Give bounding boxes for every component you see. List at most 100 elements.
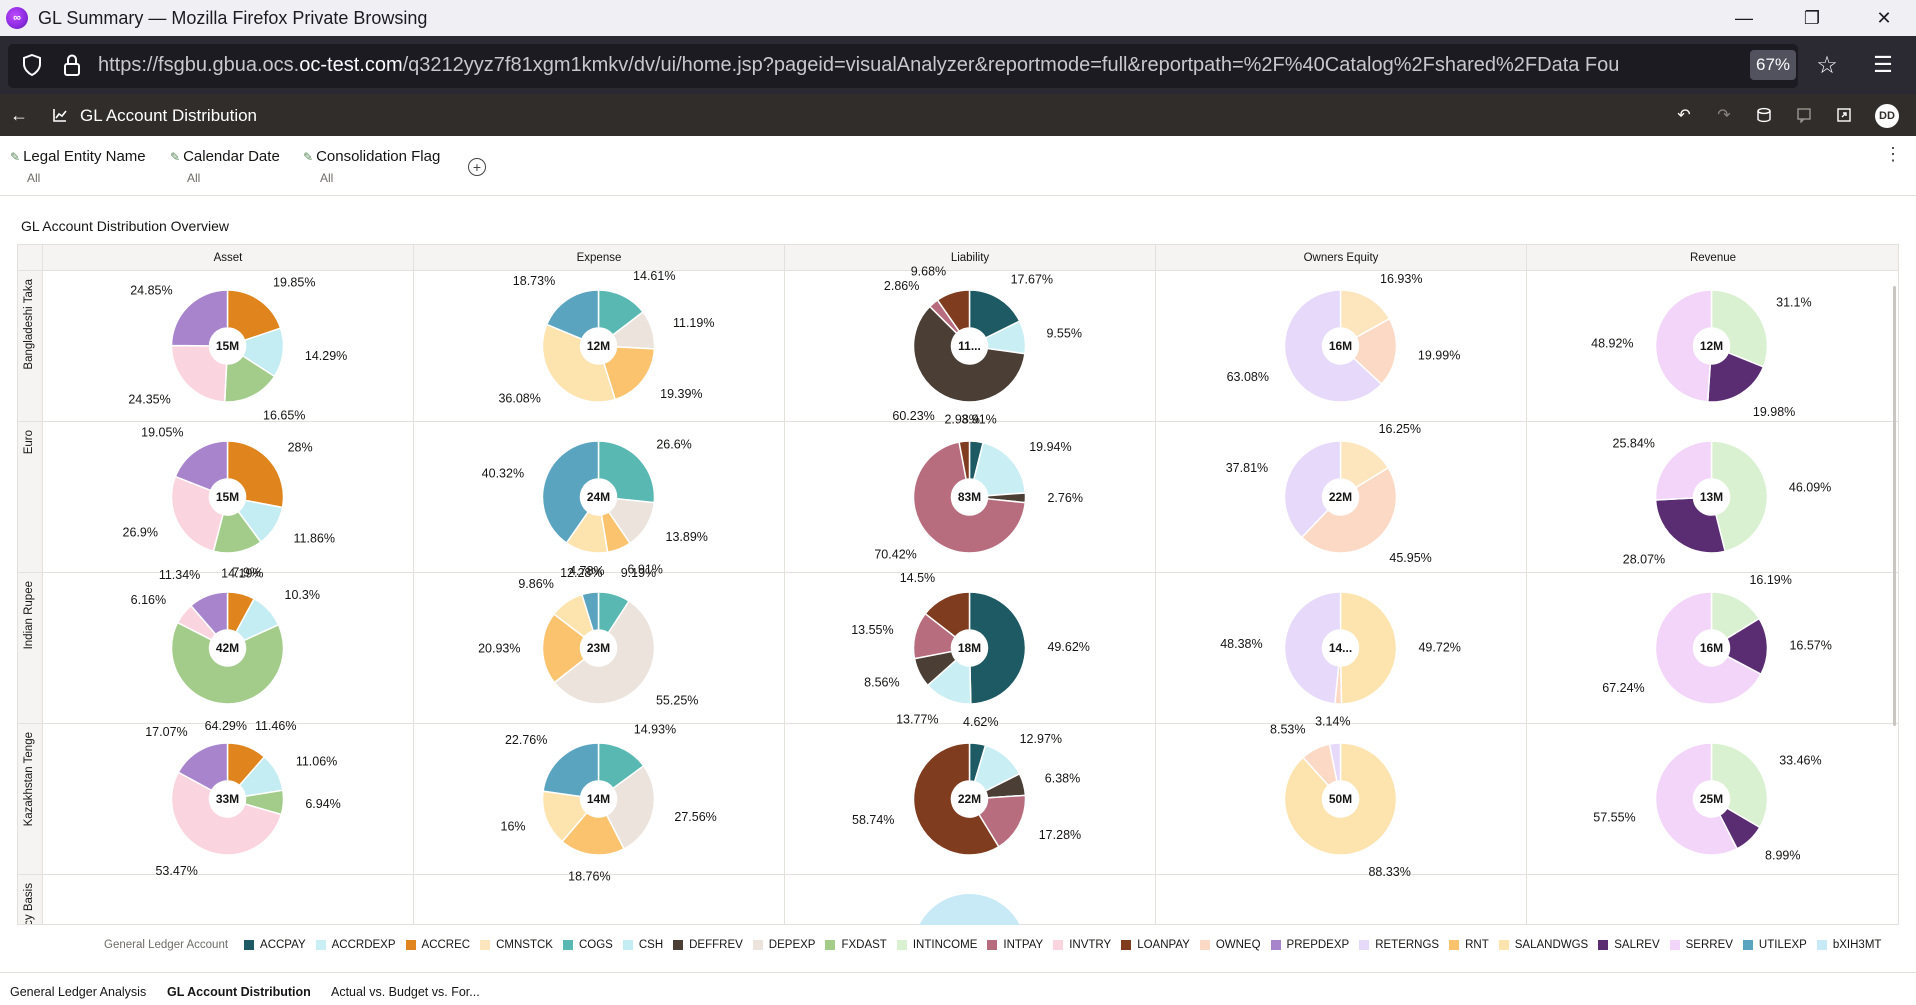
legend-item-bxih3mt[interactable]: bXIH3MT [1816, 939, 1881, 951]
filter-value: All [320, 171, 334, 185]
present-icon[interactable] [1832, 94, 1856, 136]
window-title-bar: ∞ GL Summary — Mozilla Firefox Private B… [0, 0, 1916, 36]
legend-item-prepdexp[interactable]: PREPDEXP [1270, 939, 1349, 951]
legend-label: ACCREC [421, 939, 471, 951]
app-header: ← GL Account Distribution ↶ ↷ DD [0, 94, 1916, 136]
legend-item-depexp[interactable]: DEPEXP [752, 939, 815, 951]
filter-name: Legal Entity Name [23, 148, 146, 165]
legend-swatch [673, 940, 684, 950]
undo-icon[interactable]: ↶ [1677, 107, 1691, 124]
zoom-level[interactable]: 67% [1750, 50, 1796, 80]
legend-item-reterngs[interactable]: RETERNGS [1359, 939, 1439, 951]
filter-value: All [187, 171, 201, 185]
legend-item-rnt[interactable]: RNT [1449, 939, 1489, 951]
legend-swatch [405, 940, 416, 950]
legend-label: SALANDWGS [1514, 939, 1589, 951]
star-icon[interactable]: ☆ [1816, 51, 1838, 79]
legend-item-salrev[interactable]: SALREV [1598, 939, 1660, 951]
filter-legal-entity[interactable]: ✎ Legal Entity Name All [10, 148, 146, 185]
legend-swatch [1742, 940, 1753, 950]
url-text[interactable]: https://fsgbu.gbua.ocs.oc-test.com/q3212… [98, 55, 1620, 75]
filter-consolidation-flag[interactable]: ✎ Consolidation Flag All [303, 148, 440, 185]
trellis-cell [414, 573, 785, 724]
chart-legend: General Ledger Account ACCPAY ACCRDEXP ACC… [104, 936, 1891, 954]
legend-label: ACCRDEXP [331, 939, 396, 951]
legend-item-intpay[interactable]: INTPAY [987, 939, 1043, 951]
comment-icon[interactable] [1792, 94, 1816, 136]
tab-actual-vs-budget[interactable]: Actual vs. Budget vs. For... [331, 985, 480, 999]
legend-title: General Ledger Account [104, 939, 229, 951]
legend-label: RNT [1465, 939, 1489, 951]
trellis-cell [1156, 573, 1527, 724]
legend-item-csh[interactable]: CSH [622, 939, 663, 951]
legend-swatch [480, 940, 491, 950]
filter-name: Calendar Date [183, 148, 280, 165]
legend-item-accrdexp[interactable]: ACCRDEXP [315, 939, 396, 951]
legend-swatch [1449, 940, 1460, 950]
trellis-cell [43, 875, 414, 924]
data-icon[interactable] [1752, 94, 1776, 136]
trellis-cell [1156, 875, 1527, 924]
column-header-asset: Asset [43, 245, 414, 271]
app-title: GL Account Distribution [80, 106, 258, 125]
legend-item-accrec[interactable]: ACCREC [405, 939, 471, 951]
legend-swatch [1359, 940, 1370, 950]
filter-calendar-date[interactable]: ✎ Calendar Date All [170, 148, 280, 185]
pin-icon: ✎ [170, 150, 181, 164]
legend-item-salandwgs[interactable]: SALANDWGS [1498, 939, 1589, 951]
legend-label: UTILEXP [1758, 939, 1807, 951]
legend-item-deffrev[interactable]: DEFFREV [673, 939, 743, 951]
legend-item-fxdast[interactable]: FXDAST [825, 939, 887, 951]
legend-swatch [1270, 940, 1281, 950]
column-header-owners-equity: Owners Equity [1156, 245, 1527, 271]
legend-label: RETERNGS [1375, 939, 1440, 951]
legend-label: DEFFREV [689, 939, 743, 951]
shield-icon[interactable] [20, 53, 44, 77]
trellis-cell [43, 724, 414, 875]
legend-label: INTINCOME [912, 939, 978, 951]
user-avatar[interactable]: DD [1875, 104, 1899, 128]
legend-swatch [825, 940, 836, 950]
row-header-indian-rupee: Indian Rupee [18, 573, 43, 724]
legend-item-loanpay[interactable]: LOANPAY [1121, 939, 1190, 951]
back-arrow-icon[interactable]: ← [10, 104, 28, 125]
trellis-cell [1156, 271, 1527, 422]
trellis-cell [1527, 724, 1898, 875]
column-header-revenue: Revenue [1527, 245, 1898, 271]
vertical-scrollbar[interactable] [1893, 286, 1896, 726]
legend-swatch [1498, 940, 1509, 950]
trellis-cell [414, 271, 785, 422]
redo-icon[interactable]: ↷ [1717, 107, 1731, 124]
legend-label: LOANPAY [1137, 939, 1190, 951]
trellis-cell [43, 271, 414, 422]
legend-label: CMNSTCK [496, 939, 553, 951]
legend-item-invtry[interactable]: INVTRY [1053, 939, 1111, 951]
legend-label: FXDAST [841, 939, 887, 951]
legend-swatch [1669, 940, 1680, 950]
restore-icon[interactable]: ❐ [1803, 7, 1821, 28]
trellis-cell [785, 724, 1156, 875]
browser-toolbar: https://fsgbu.gbua.ocs.oc-test.com/q3212… [0, 36, 1916, 94]
minimize-icon[interactable]: — [1735, 7, 1753, 28]
pie-trellis-grid: Asset Expense Liability Owners Equity Re… [17, 244, 1899, 925]
legend-item-accpay[interactable]: ACCPAY [244, 939, 306, 951]
legend-swatch [1053, 940, 1064, 950]
legend-item-serrev[interactable]: SERREV [1669, 939, 1733, 951]
close-icon[interactable]: ✕ [1876, 7, 1892, 28]
filter-bar: ✎ Legal Entity Name All ✎ Calendar Date Al… [0, 136, 1916, 196]
legend-swatch [1598, 940, 1609, 950]
legend-item-cmnstck[interactable]: CMNSTCK [480, 939, 553, 951]
menu-icon[interactable]: ☰ [1873, 52, 1893, 77]
row-header-euro: Euro [18, 422, 43, 573]
tab-general-ledger-analysis[interactable]: General Ledger Analysis [10, 985, 147, 999]
url-field[interactable] [8, 44, 1798, 88]
legend-item-intincome[interactable]: INTINCOME [896, 939, 978, 951]
legend-swatch [987, 940, 998, 950]
legend-item-cogs[interactable]: COGS [562, 939, 613, 951]
lock-icon[interactable] [60, 52, 84, 78]
legend-item-owneq[interactable]: OWNEQ [1199, 939, 1261, 951]
tab-gl-account-distribution[interactable]: GL Account Distribution [167, 985, 311, 999]
more-options-icon[interactable]: ⋮ [1884, 144, 1902, 164]
add-filter-icon[interactable]: + [468, 158, 486, 176]
legend-item-utilexp[interactable]: UTILEXP [1742, 939, 1807, 951]
